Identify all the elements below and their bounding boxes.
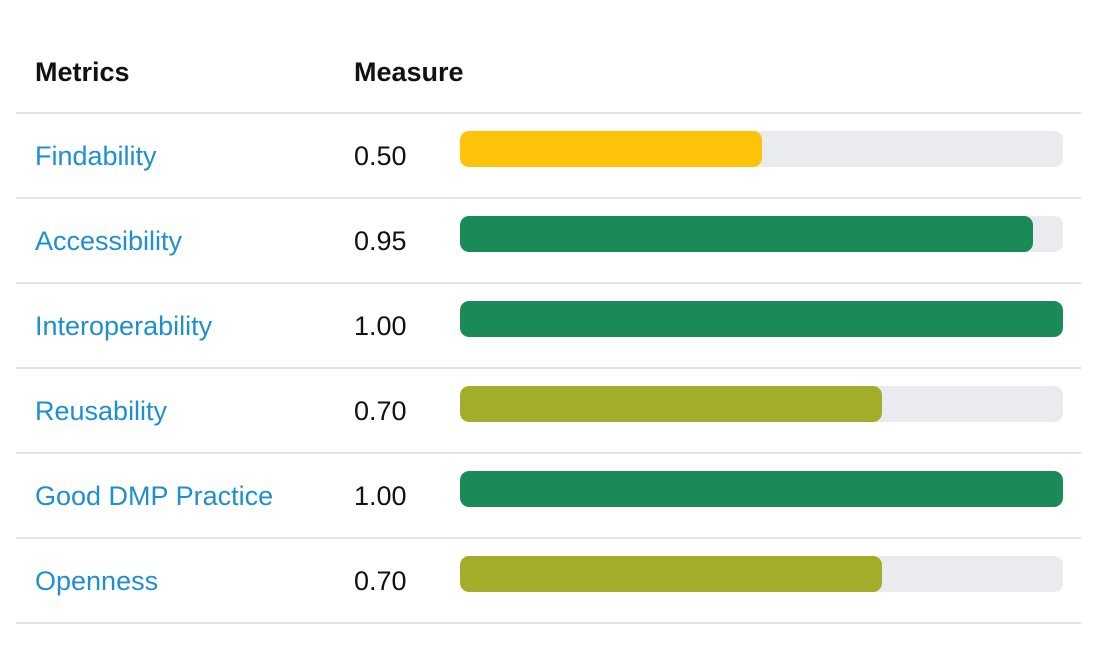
- metric-link-reusability[interactable]: Reusability: [35, 396, 168, 426]
- progress-bar-fill: [460, 386, 883, 422]
- table-row: Interoperability 1.00: [16, 284, 1081, 369]
- progress-bar-track: [460, 556, 1063, 592]
- progress-bar-track: [460, 386, 1063, 422]
- table-row: Good DMP Practice 1.00: [16, 454, 1081, 539]
- progress-bar-track: [460, 216, 1063, 252]
- metric-value: 1.00: [354, 481, 407, 511]
- progress-bar-fill: [460, 131, 762, 167]
- metric-link-findability[interactable]: Findability: [35, 141, 157, 171]
- table-row: Findability 0.50: [16, 114, 1081, 199]
- metric-value: 0.95: [354, 226, 407, 256]
- metric-link-interoperability[interactable]: Interoperability: [35, 311, 213, 341]
- metric-link-openness[interactable]: Openness: [35, 566, 159, 596]
- table-header: Metrics Measure: [16, 30, 1081, 114]
- progress-bar-fill: [460, 471, 1063, 507]
- metrics-column-header: Metrics: [35, 57, 130, 87]
- metric-link-good-dmp-practice[interactable]: Good DMP Practice: [35, 481, 274, 511]
- metric-value: 1.00: [354, 311, 407, 341]
- progress-bar-track: [460, 301, 1063, 337]
- metric-value: 0.70: [354, 566, 407, 596]
- progress-bar-fill: [460, 556, 883, 592]
- progress-bar-fill: [460, 301, 1063, 337]
- progress-bar-fill: [460, 216, 1033, 252]
- progress-bar-track: [460, 471, 1063, 507]
- progress-bar-track: [460, 131, 1063, 167]
- table-row: Accessibility 0.95: [16, 199, 1081, 284]
- metric-value: 0.50: [354, 141, 407, 171]
- metric-link-accessibility[interactable]: Accessibility: [35, 226, 183, 256]
- table-row: Openness 0.70: [16, 539, 1081, 624]
- table-row: Reusability 0.70: [16, 369, 1081, 454]
- measure-column-header: Measure: [354, 57, 464, 87]
- metric-value: 0.70: [354, 396, 407, 426]
- metrics-table: Metrics Measure Findability 0.50 Accessi…: [16, 30, 1081, 624]
